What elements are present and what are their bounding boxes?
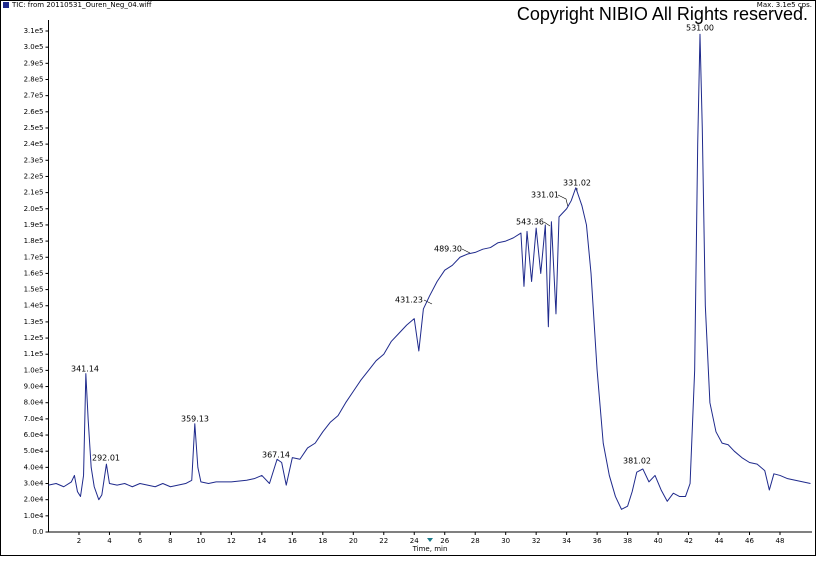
x-tick-label: 30 xyxy=(501,537,510,545)
y-tick-label: 4.0e4 xyxy=(24,463,44,471)
peak-label: 381.02 xyxy=(623,457,651,466)
x-tick-label: 4 xyxy=(107,537,112,545)
y-tick-label: 2.2e5 xyxy=(24,172,44,180)
y-tick-label: 0.0 xyxy=(32,528,43,536)
x-tick-label: 34 xyxy=(562,537,571,545)
x-tick-label: 20 xyxy=(349,537,358,545)
y-tick-label: 2.7e5 xyxy=(24,92,44,100)
peak-label: 367.14 xyxy=(262,451,290,460)
x-tick-label: 8 xyxy=(168,537,172,545)
x-tick-label: 24 xyxy=(410,537,419,545)
y-tick-label: 1.6e5 xyxy=(24,269,44,277)
y-tick-label: 3.1e5 xyxy=(24,27,44,35)
x-axis-label: Time, min xyxy=(412,545,448,553)
peak-label: 531.00 xyxy=(686,24,714,33)
peak-label: 543.36 xyxy=(516,218,544,227)
x-tick-label: 46 xyxy=(745,537,754,545)
x-tick-label: 40 xyxy=(654,537,663,545)
y-tick-label: 2.0e5 xyxy=(24,205,44,213)
y-tick-label: 8.0e4 xyxy=(24,399,44,407)
x-tick-label: 18 xyxy=(318,537,327,545)
y-tick-label: 2.6e5 xyxy=(24,108,44,116)
y-tick-label: 1.9e5 xyxy=(24,221,44,229)
legend-icon xyxy=(3,2,9,8)
peak-label: 489.30 xyxy=(434,245,462,254)
y-tick-label: 2.1e5 xyxy=(24,189,44,197)
x-tick-label: 36 xyxy=(593,537,602,545)
y-tick-label: 2.3e5 xyxy=(24,156,44,164)
y-tick-label: 2.9e5 xyxy=(24,59,44,67)
y-tick-label: 2.8e5 xyxy=(24,75,44,83)
y-tick-label: 2.0e4 xyxy=(24,496,44,504)
x-tick-label: 44 xyxy=(715,537,724,545)
x-tick-label: 14 xyxy=(257,537,266,545)
peak-label: 292.01 xyxy=(92,454,120,463)
y-tick-label: 1.3e5 xyxy=(24,318,44,326)
x-tick-label: 42 xyxy=(684,537,693,545)
max-label: Max. 3.1e5 cps. xyxy=(757,1,812,9)
y-tick-label: 2.5e5 xyxy=(24,124,44,132)
outer-frame xyxy=(0,0,816,556)
x-tick-label: 12 xyxy=(227,537,236,545)
y-tick-label: 9.0e4 xyxy=(24,383,44,391)
y-tick-label: 1.5e5 xyxy=(24,286,44,294)
y-tick-label: 1.0e5 xyxy=(24,366,44,374)
peak-label: 359.13 xyxy=(181,415,209,424)
y-tick-label: 5.0e4 xyxy=(24,447,44,455)
y-tick-label: 7.0e4 xyxy=(24,415,44,423)
y-tick-label: 1.7e5 xyxy=(24,253,44,261)
peak-label: 331.01 xyxy=(531,191,559,200)
y-tick-label: 6.0e4 xyxy=(24,431,44,439)
x-tick-label: 10 xyxy=(196,537,205,545)
x-tick-label: 48 xyxy=(776,537,785,545)
x-tick-label: 32 xyxy=(532,537,541,545)
y-tick-label: 1.8e5 xyxy=(24,237,44,245)
y-tick-label: 1.0e4 xyxy=(24,512,44,520)
copyright: Copyright NIBIO All Rights reserved. xyxy=(517,4,808,24)
marker-arrow xyxy=(427,538,433,542)
y-tick-label: 2.4e5 xyxy=(24,140,44,148)
x-tick-label: 16 xyxy=(288,537,297,545)
y-tick-label: 1.4e5 xyxy=(24,302,44,310)
x-tick-label: 2 xyxy=(77,537,81,545)
trace-line xyxy=(48,33,811,510)
y-tick-label: 1.2e5 xyxy=(24,334,44,342)
y-tick-label: 3.0e5 xyxy=(24,43,44,51)
chart-title: TIC: from 20110531_Ouren_Neg_04.wiff xyxy=(11,1,152,9)
y-tick-label: 3.0e4 xyxy=(24,480,44,488)
x-tick-label: 6 xyxy=(138,537,143,545)
y-tick-label: 1.1e5 xyxy=(24,350,44,358)
peak-label: 431.23 xyxy=(395,296,423,305)
peak-label: 341.14 xyxy=(71,365,99,374)
x-tick-label: 38 xyxy=(623,537,632,545)
peak-label: 331.02 xyxy=(563,179,591,188)
x-tick-label: 26 xyxy=(440,537,449,545)
x-tick-label: 28 xyxy=(471,537,480,545)
x-tick-label: 22 xyxy=(379,537,388,545)
